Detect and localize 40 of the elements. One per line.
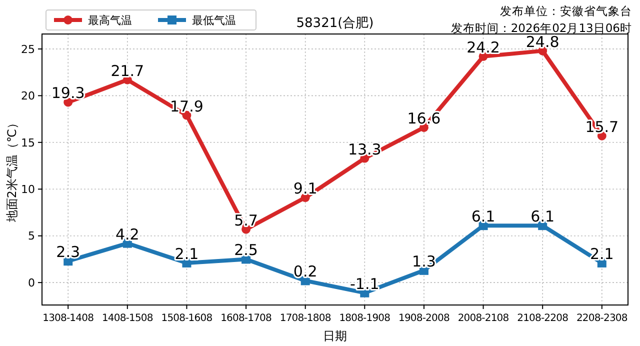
- data-label: 2.1: [590, 244, 614, 263]
- y-axis-title: 地面2米气温（℃）: [5, 116, 19, 224]
- x-axis-title: 日期: [323, 329, 347, 343]
- data-label: 17.9: [170, 97, 204, 116]
- text: 发布单位：安徽省气象台: [500, 4, 632, 18]
- data-label: 4.2: [115, 225, 140, 244]
- legend-label: 最高气温: [88, 14, 132, 27]
- legend-label: 最低气温: [192, 14, 236, 27]
- data-label: 2.3: [56, 243, 80, 262]
- x-tick-label: 2208-2308: [576, 313, 628, 324]
- data-label: 24.8: [526, 32, 560, 51]
- x-tick-label: 2008-2108: [458, 313, 509, 324]
- data-label: 9.1: [293, 180, 318, 198]
- annotation: 发布时间：2026年02月13日06时: [450, 21, 632, 35]
- y-tick-label: 10: [21, 182, 35, 196]
- x-tick-label: 2108-2208: [517, 313, 568, 324]
- data-label: 2.1: [174, 244, 199, 263]
- x-tick-label: 1408-1508: [102, 313, 153, 324]
- data-label: 1.3: [412, 252, 436, 270]
- x-tick-label: 1308-1408: [42, 313, 94, 324]
- y-tick-label: 20: [21, 90, 35, 103]
- x-tick-label: 1908-2008: [398, 313, 450, 324]
- data-label: 19.3: [51, 84, 85, 102]
- data-label: 21.7: [110, 62, 144, 80]
- y-tick-label: 5: [28, 230, 35, 243]
- x-tick-label: 1808-1908: [339, 313, 390, 324]
- chart-title: 58321(合肥): [296, 16, 374, 31]
- x-tick-label: 1608-1708: [220, 313, 272, 324]
- y-tick-label: 25: [21, 42, 35, 56]
- data-label: 13.3: [348, 140, 382, 158]
- y-tick-label: 0: [28, 276, 35, 290]
- data-label: 0.2: [293, 262, 318, 281]
- data-label: 6.1: [471, 208, 496, 226]
- data-label: 2.5: [234, 241, 258, 260]
- data-label: -1.1: [350, 274, 380, 293]
- x-tick-label: 1508-1608: [161, 313, 212, 324]
- y-tick-label: 15: [21, 136, 35, 150]
- data-label: 24.2: [466, 38, 500, 56]
- data-label: 6.1: [530, 208, 555, 226]
- x-tick-label: 1708-1808: [280, 313, 331, 324]
